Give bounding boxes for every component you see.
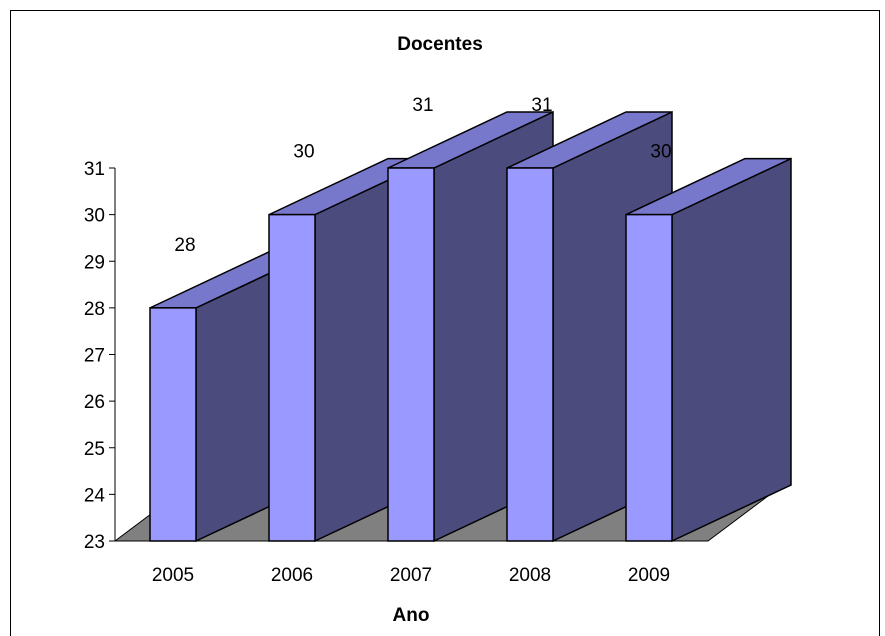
bar-front — [506, 167, 554, 542]
x-tick-label: 2005 — [152, 565, 194, 586]
bars: 28 30 31 31 30 — [149, 95, 792, 543]
x-axis-label: Ano — [393, 605, 430, 626]
y-tick-label: 26 — [84, 392, 105, 413]
y-axis-ticks: 23 24 25 26 27 28 29 30 31 — [84, 159, 115, 553]
data-label: 28 — [174, 235, 195, 256]
x-tick-label: 2007 — [390, 565, 432, 586]
x-tick-label: 2008 — [509, 565, 551, 586]
bar-front — [387, 167, 435, 542]
x-tick-label: 2006 — [271, 565, 313, 586]
y-tick-label: 30 — [84, 206, 105, 227]
data-label: 30 — [650, 142, 671, 163]
y-tick-label: 23 — [84, 532, 105, 553]
y-tick-label: 25 — [84, 439, 105, 460]
y-tick-label: 27 — [84, 346, 105, 367]
data-label: 30 — [293, 142, 314, 163]
x-tick-label: 2009 — [628, 565, 670, 586]
bar-front — [149, 307, 197, 542]
y-tick-label: 29 — [84, 252, 105, 273]
y-tick-label: 31 — [84, 159, 105, 180]
y-tick-label: 24 — [84, 485, 106, 506]
data-label: 31 — [412, 95, 433, 116]
y-tick-label: 28 — [84, 299, 105, 320]
x-axis-ticks: 2005 2006 2007 2008 2009 — [152, 565, 670, 586]
data-label: 31 — [531, 95, 552, 116]
bar-front — [625, 213, 673, 542]
chart-title: Docentes — [397, 34, 483, 55]
bar-2009: 30 — [625, 142, 792, 543]
bar-front — [268, 213, 316, 542]
bar-side — [671, 157, 792, 543]
